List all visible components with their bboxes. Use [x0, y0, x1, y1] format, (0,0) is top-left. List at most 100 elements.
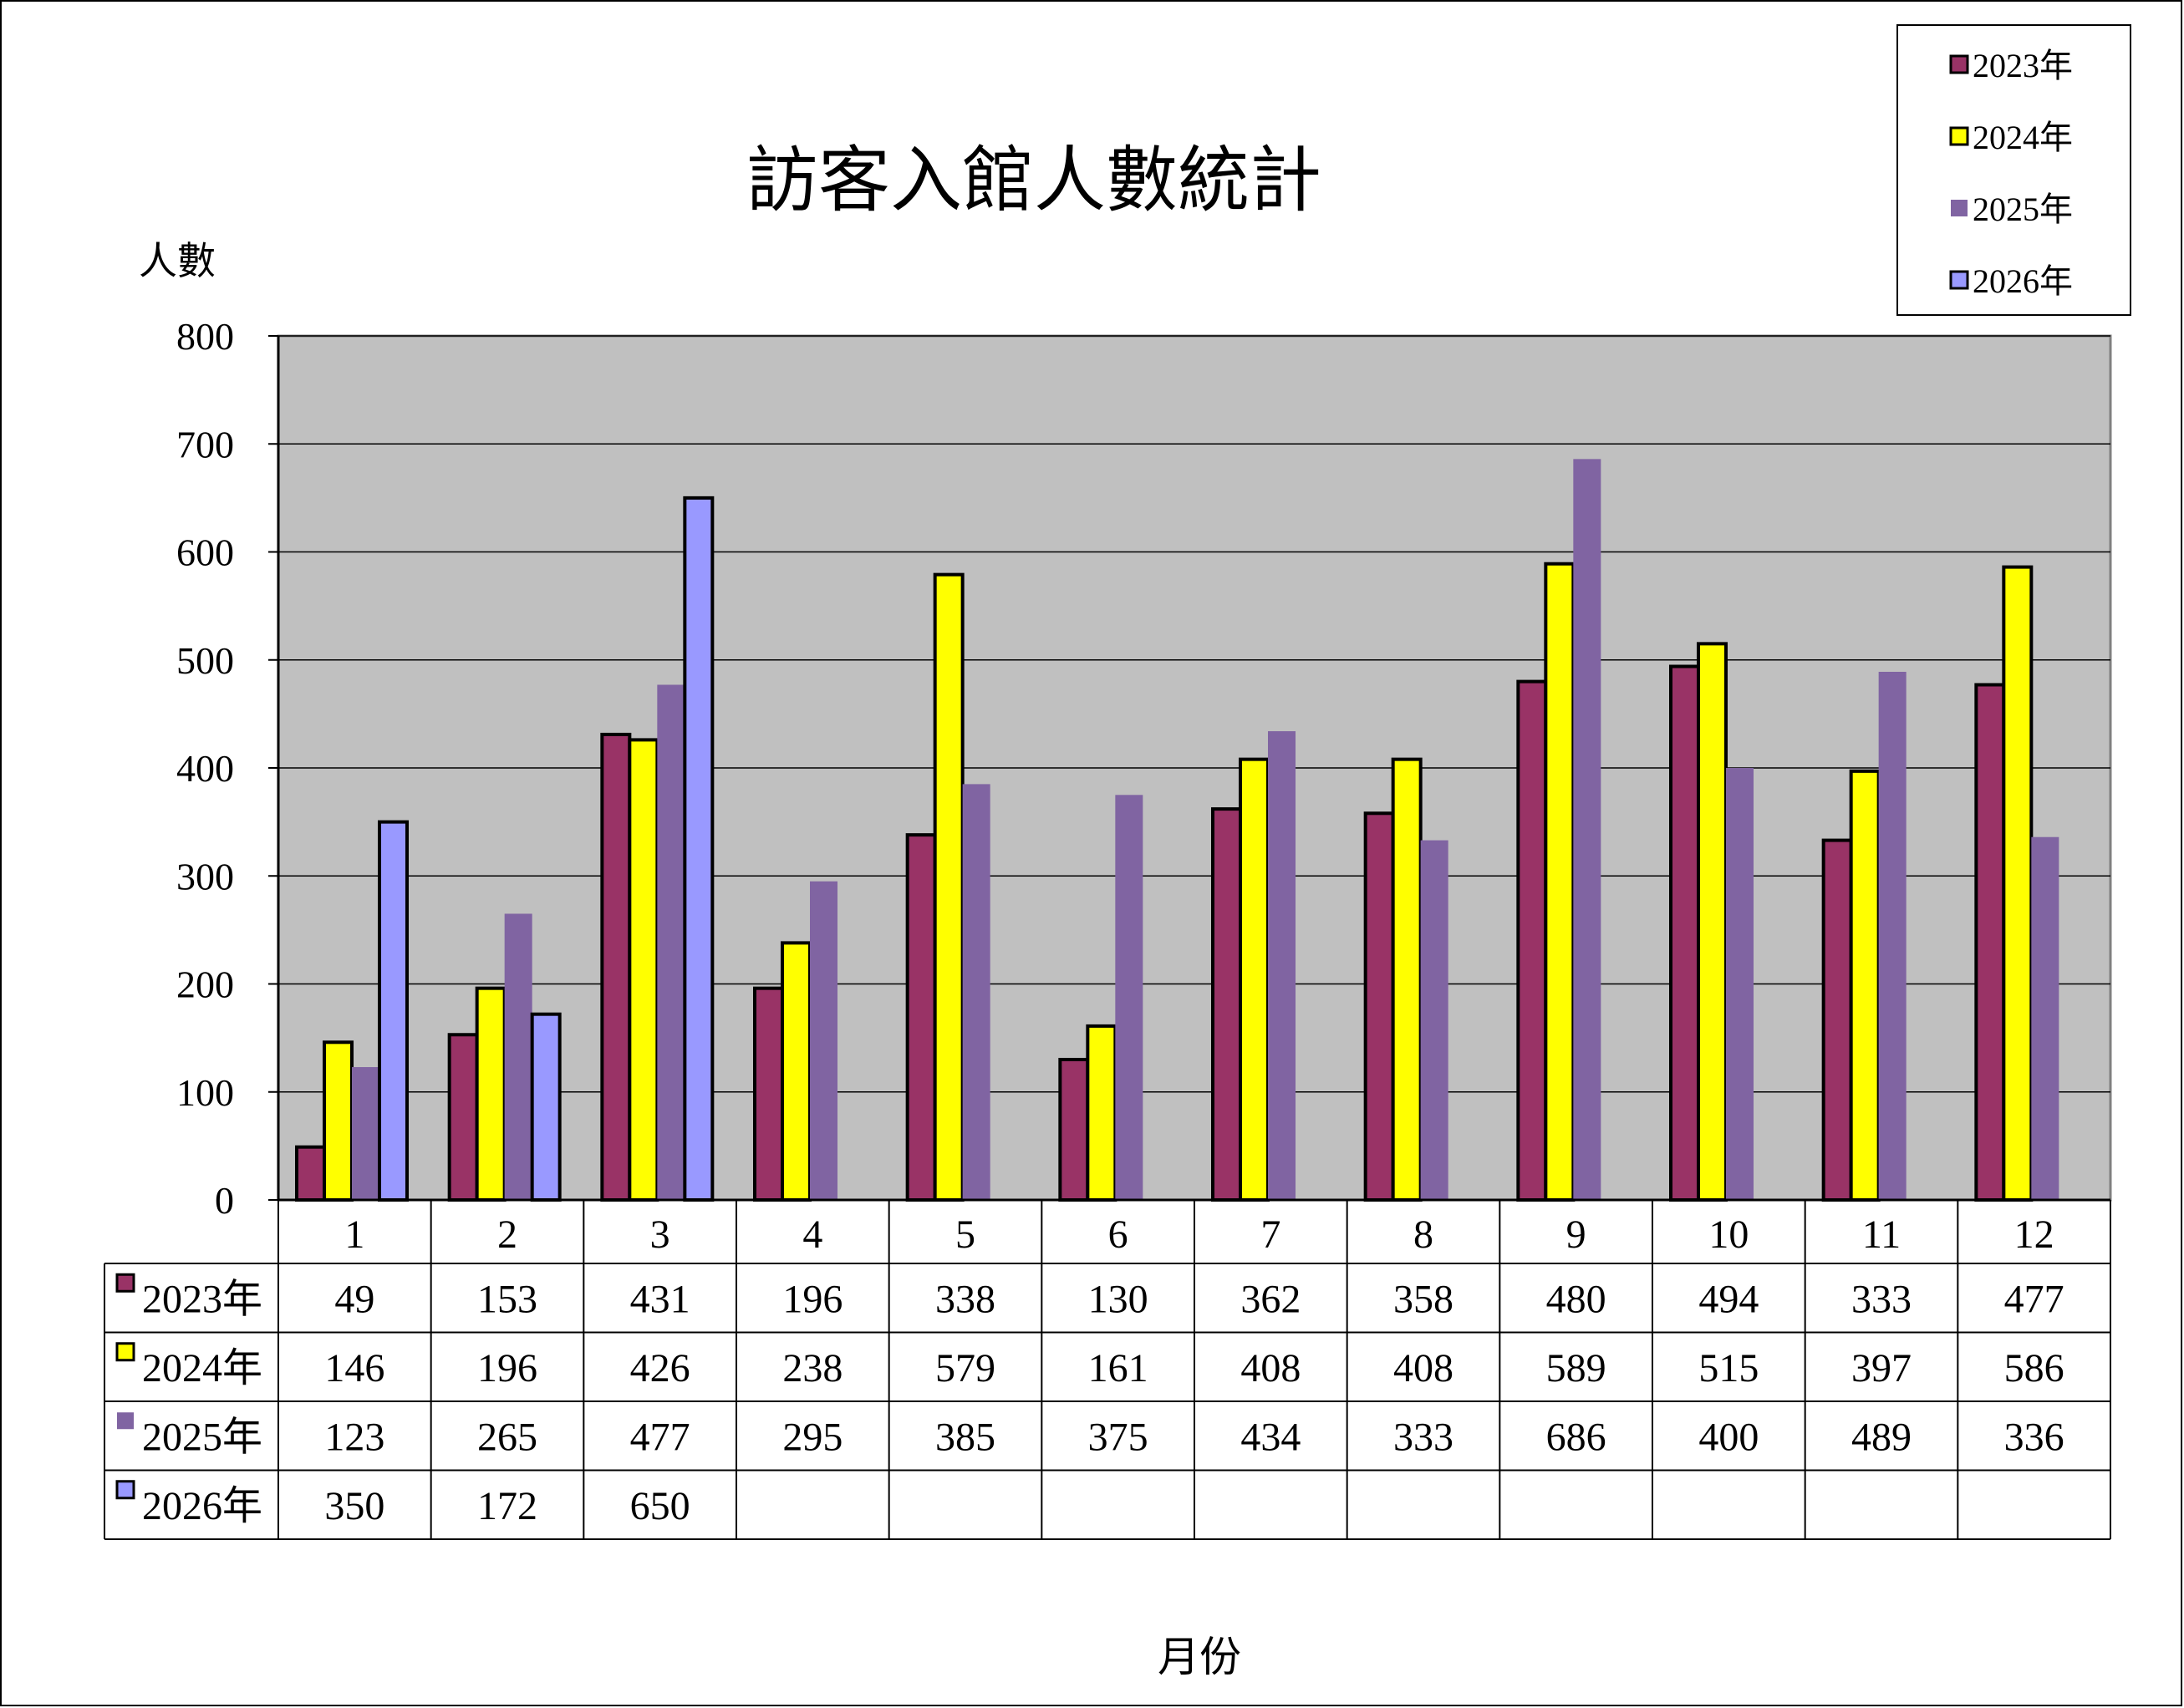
table-cell-value: 336 [2004, 1415, 2064, 1459]
table-cell-value: 650 [630, 1484, 690, 1528]
y-tick-label: 800 [176, 315, 234, 358]
table-cell-value: 333 [1393, 1415, 1453, 1459]
bar-2023年-9 [1516, 679, 1548, 1202]
y-tick-label: 0 [215, 1179, 234, 1222]
bar-2024年-4 [781, 941, 812, 1202]
table-cell-value: 480 [1546, 1277, 1606, 1321]
table-cell-value: 123 [324, 1415, 384, 1459]
table-cell-value: 265 [477, 1415, 537, 1459]
bar-2024年-7 [1239, 757, 1270, 1202]
legend-label: 2024年 [1973, 119, 2073, 156]
x-tick-label: 7 [1260, 1212, 1280, 1257]
bar-2024年-1 [323, 1040, 354, 1202]
table-cell-value: 397 [1851, 1346, 1912, 1390]
x-tick-label: 9 [1566, 1212, 1586, 1257]
x-tick-label: 10 [1708, 1212, 1749, 1257]
bar-2024年-10 [1697, 642, 1728, 1202]
table-cell-value: 196 [477, 1346, 537, 1390]
bar-2025年-2 [504, 913, 532, 1200]
table-cell-value: 385 [935, 1415, 995, 1459]
legend-box [1896, 24, 2131, 316]
bar-2024年-12 [2002, 565, 2034, 1202]
table-cell-value: 589 [1546, 1346, 1606, 1390]
bar-2023年-7 [1211, 807, 1242, 1202]
bar-2023年-2 [447, 1033, 479, 1202]
table-cell-value: 489 [1851, 1415, 1912, 1459]
bar-2024年-9 [1544, 562, 1576, 1202]
table-cell-value: 153 [477, 1277, 537, 1321]
table-cell-value: 431 [630, 1277, 690, 1321]
table-cell-value: 161 [1088, 1346, 1148, 1390]
bar-2023年-12 [1974, 683, 2006, 1202]
table-cell-value: 196 [782, 1277, 843, 1321]
bar-2026年-3 [683, 496, 715, 1202]
table-cell-value: 586 [2004, 1346, 2064, 1390]
legend-key [1951, 200, 1968, 216]
table-cell-value: 172 [477, 1484, 537, 1528]
table-cell-value: 358 [1393, 1277, 1453, 1321]
bar-2023年-10 [1669, 664, 1700, 1202]
bar-2025年-6 [1115, 795, 1143, 1200]
table-cell-value: 477 [2004, 1277, 2064, 1321]
legend-key [1949, 270, 1969, 290]
bar-2025年-8 [1420, 840, 1448, 1200]
y-tick-label: 500 [176, 639, 234, 682]
x-tick-label: 8 [1413, 1212, 1433, 1257]
table-legend-key [115, 1273, 135, 1293]
table-row-header: 2023年 [142, 1277, 262, 1321]
table-cell-value: 49 [334, 1277, 374, 1321]
table-row-header: 2025年 [142, 1415, 262, 1459]
bar-2023年-8 [1363, 811, 1395, 1202]
table-cell-value: 686 [1546, 1415, 1606, 1459]
bar-2025年-12 [2031, 836, 2059, 1200]
chart-title: 訪客入館人數統計 [746, 139, 1321, 222]
legend-label: 2025年 [1973, 191, 2073, 228]
bar-2024年-11 [1849, 769, 1881, 1202]
legend-label: 2026年 [1973, 262, 2073, 300]
x-tick-label: 4 [802, 1212, 822, 1257]
x-tick-label: 6 [1108, 1212, 1128, 1257]
y-axis-label: 人數 [139, 238, 216, 283]
bar-2025年-10 [1726, 768, 1754, 1200]
table-cell-value: 130 [1088, 1277, 1148, 1321]
table-row-header: 2024年 [142, 1346, 262, 1390]
legend-key [1949, 126, 1969, 146]
bar-2026年-1 [378, 820, 409, 1202]
bar-2023年-1 [295, 1145, 326, 1202]
bar-2023年-4 [753, 986, 784, 1202]
table-cell-value: 434 [1240, 1415, 1301, 1459]
bar-2023年-11 [1821, 838, 1853, 1202]
legend-label: 2023年 [1973, 47, 2073, 84]
x-tick-label: 1 [344, 1212, 364, 1257]
bar-2025年-7 [1268, 731, 1296, 1200]
table-cell-value: 408 [1393, 1346, 1453, 1390]
table-cell-value: 238 [782, 1346, 843, 1390]
bar-2026年-2 [530, 1012, 562, 1202]
bar-2024年-6 [1086, 1024, 1117, 1202]
table-legend-key [117, 1412, 134, 1430]
bar-2023年-3 [600, 732, 632, 1202]
x-axis-label: 月份 [1158, 1633, 1241, 1681]
bar-2025年-4 [810, 881, 837, 1200]
table-cell-value: 515 [1698, 1346, 1759, 1390]
bar-2023年-5 [905, 833, 937, 1202]
y-tick-label: 100 [176, 1071, 234, 1114]
x-tick-label: 12 [2014, 1212, 2054, 1257]
table-cell-value: 408 [1240, 1346, 1301, 1390]
table-cell-value: 426 [630, 1346, 690, 1390]
table-cell-value: 477 [630, 1415, 690, 1459]
table-cell-value: 400 [1698, 1415, 1759, 1459]
table-cell-value: 338 [935, 1277, 995, 1321]
y-tick-label: 700 [176, 423, 234, 465]
legend-key [1949, 54, 1969, 74]
bar-2025年-3 [657, 684, 685, 1200]
bar-2023年-6 [1058, 1057, 1090, 1202]
table-legend-key [115, 1342, 135, 1362]
x-tick-label: 5 [955, 1212, 975, 1257]
table-cell-value: 350 [324, 1484, 384, 1528]
bar-2025年-5 [962, 784, 990, 1200]
table-cell-value: 362 [1240, 1277, 1301, 1321]
table-row-header: 2026年 [142, 1484, 262, 1528]
